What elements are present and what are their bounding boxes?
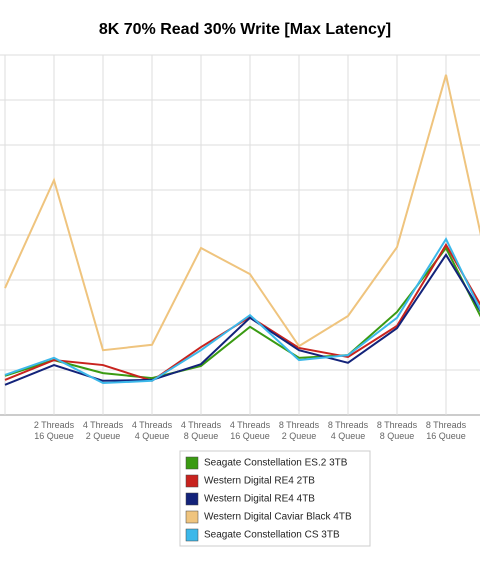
- x-tick-label: 8 Threads: [377, 420, 418, 430]
- x-tick-label: 4 Threads: [83, 420, 124, 430]
- chart-title: 8K 70% Read 30% Write [Max Latency]: [99, 21, 391, 38]
- legend-swatch: [185, 474, 199, 488]
- series-line: [4, 74, 480, 352]
- x-tick-label: 4 Queue: [135, 431, 170, 441]
- x-tick-label: 8 Threads: [328, 420, 369, 430]
- legend-swatch: [185, 528, 199, 542]
- x-tick-label: 16 Queue: [230, 431, 270, 441]
- x-tick-label: 16 Queue: [426, 431, 466, 441]
- x-tick-label: 4 Queue: [331, 431, 366, 441]
- legend-swatch: [185, 456, 199, 470]
- x-tick-label: 8 Queue: [184, 431, 219, 441]
- legend-swatch: [185, 492, 199, 506]
- series-line: [4, 242, 480, 382]
- x-tick-label: 2 Queue: [282, 431, 317, 441]
- x-tick-label: 2 Queue: [86, 431, 121, 441]
- x-tick-label: 2 Threads: [34, 420, 75, 430]
- legend-box: [179, 450, 371, 547]
- legend-label: Western Digital RE4 2TB: [204, 476, 315, 487]
- x-tick-label: 8 Threads: [279, 420, 320, 430]
- x-tick-label: 8 Queue: [380, 431, 415, 441]
- x-tick-label: 4 Threads: [230, 420, 271, 430]
- x-tick-label: 16 Queue: [34, 431, 74, 441]
- legend-label: Western Digital Caviar Black 4TB: [204, 512, 352, 523]
- series-line: [4, 236, 480, 385]
- legend-label: Seagate Constellation CS 3TB: [204, 530, 340, 541]
- series-line: [4, 246, 480, 380]
- x-tick-label: 4 Threads: [132, 420, 173, 430]
- x-tick-label: 4 Threads: [181, 420, 222, 430]
- x-tick-label: 8 Threads: [426, 420, 467, 430]
- legend-swatch: [185, 510, 199, 524]
- legend-label: Western Digital RE4 4TB: [204, 494, 315, 505]
- legend-label: Seagate Constellation ES.2 3TB: [204, 458, 348, 469]
